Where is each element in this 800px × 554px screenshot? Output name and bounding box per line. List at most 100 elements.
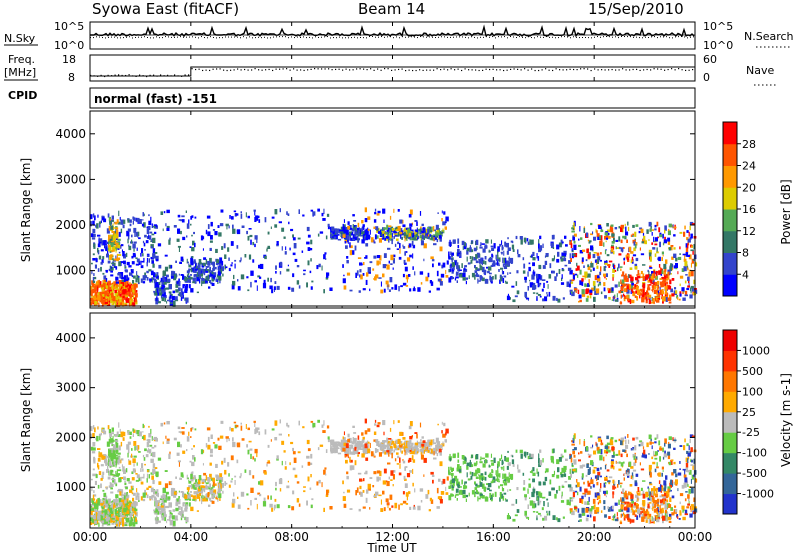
velocity-echo: [454, 495, 457, 498]
velocity-echo: [424, 445, 427, 448]
power-echo: [306, 226, 310, 232]
velocity-echo: [392, 470, 396, 473]
power-echo: [166, 225, 170, 229]
power-echo: [441, 230, 445, 234]
power-echo: [404, 262, 407, 265]
noise-search-dot: [420, 36, 421, 38]
power-echo: [642, 289, 645, 295]
power-echo: [360, 235, 363, 237]
velocity-echo: [413, 504, 415, 509]
power-echo: [659, 241, 661, 248]
power-echo: [113, 258, 118, 261]
power-echo: [326, 213, 330, 217]
nave-dot: [552, 69, 554, 72]
power-echo: [653, 236, 655, 242]
velocity-echo: [364, 430, 368, 435]
power-echo: [450, 251, 452, 256]
noise-search-dot: [618, 37, 619, 39]
velocity-echo: [115, 483, 118, 487]
velocity-echo: [111, 464, 113, 467]
velocity-echo: [152, 463, 156, 469]
velocity-echo: [382, 447, 385, 453]
velocity-echo: [259, 493, 262, 497]
velocity-echo: [350, 451, 353, 455]
power-echo: [90, 233, 94, 238]
power-echo: [131, 275, 134, 278]
power-echo: [631, 256, 634, 261]
velocity-echo: [259, 480, 264, 486]
velocity-echo: [96, 435, 99, 442]
velocity-echo: [103, 430, 107, 435]
power-echo: [194, 216, 197, 219]
power-echo: [148, 235, 152, 240]
power-echo: [363, 234, 365, 239]
velocity-echo: [233, 492, 235, 497]
power-echo: [276, 243, 279, 247]
power-echo: [406, 257, 411, 262]
power-echo: [297, 237, 301, 240]
power-echo: [595, 288, 600, 294]
power-echo: [632, 233, 635, 236]
power-echo: [503, 275, 507, 278]
power-echo: [423, 229, 426, 232]
power-echo: [208, 286, 211, 289]
noise-search-dot: [693, 36, 694, 38]
power-echo: [537, 256, 540, 261]
velocity-echo: [233, 421, 237, 424]
velocity-echo: [144, 463, 146, 466]
velocity-echo: [409, 439, 412, 444]
nave-dot: [454, 69, 456, 71]
power-echo: [147, 254, 149, 257]
velocity-echo: [98, 471, 102, 475]
power-echo: [615, 239, 619, 242]
velocity-echo: [357, 454, 360, 457]
power-echo: [343, 285, 347, 290]
power-echo: [101, 291, 105, 294]
velocity-echo: [279, 488, 282, 492]
velocity-echo: [273, 504, 276, 509]
power-echo: [637, 275, 641, 279]
velocity-echo: [107, 476, 111, 480]
velocity-echo: [155, 471, 159, 477]
power-echo: [339, 229, 343, 232]
velocity-echo: [120, 489, 124, 494]
power-echo: [497, 246, 500, 252]
power-echo: [614, 269, 617, 272]
velocity-echo: [414, 449, 416, 452]
power-echo: [124, 302, 127, 305]
power-echo: [573, 220, 576, 227]
velocity-echo: [325, 494, 329, 497]
velocity-echo: [98, 522, 100, 527]
velocity-echo: [160, 508, 164, 513]
velocity-echo: [166, 438, 170, 441]
power-echo: [212, 261, 215, 266]
power-echo: [185, 297, 189, 303]
noise-search-dot: [459, 36, 460, 38]
power-echo: [114, 290, 117, 294]
velocity-echo: [307, 448, 311, 452]
power-echo: [367, 267, 371, 273]
power-echo: [569, 240, 572, 245]
power-echo: [184, 285, 186, 291]
power-echo: [132, 216, 135, 220]
nave-dot: [230, 69, 232, 71]
power-echo: [316, 265, 319, 270]
power-echo: [130, 269, 133, 273]
velocity-echo: [116, 523, 118, 527]
power-echo: [133, 292, 137, 295]
velocity-echo: [378, 494, 382, 497]
power-echo: [471, 240, 473, 245]
velocity-echo: [214, 444, 218, 449]
power-echo: [131, 261, 135, 265]
nave-dot: [667, 68, 669, 71]
velocity-echo: [283, 450, 286, 453]
power-echo: [573, 273, 575, 276]
velocity-echo: [174, 488, 176, 493]
power-echo: [656, 251, 659, 254]
velocity-echo: [344, 455, 347, 458]
power-echo: [624, 288, 626, 293]
power-echo: [579, 299, 582, 303]
power-echo: [133, 241, 137, 244]
power-echo: [666, 281, 669, 285]
power-echo: [648, 221, 652, 227]
